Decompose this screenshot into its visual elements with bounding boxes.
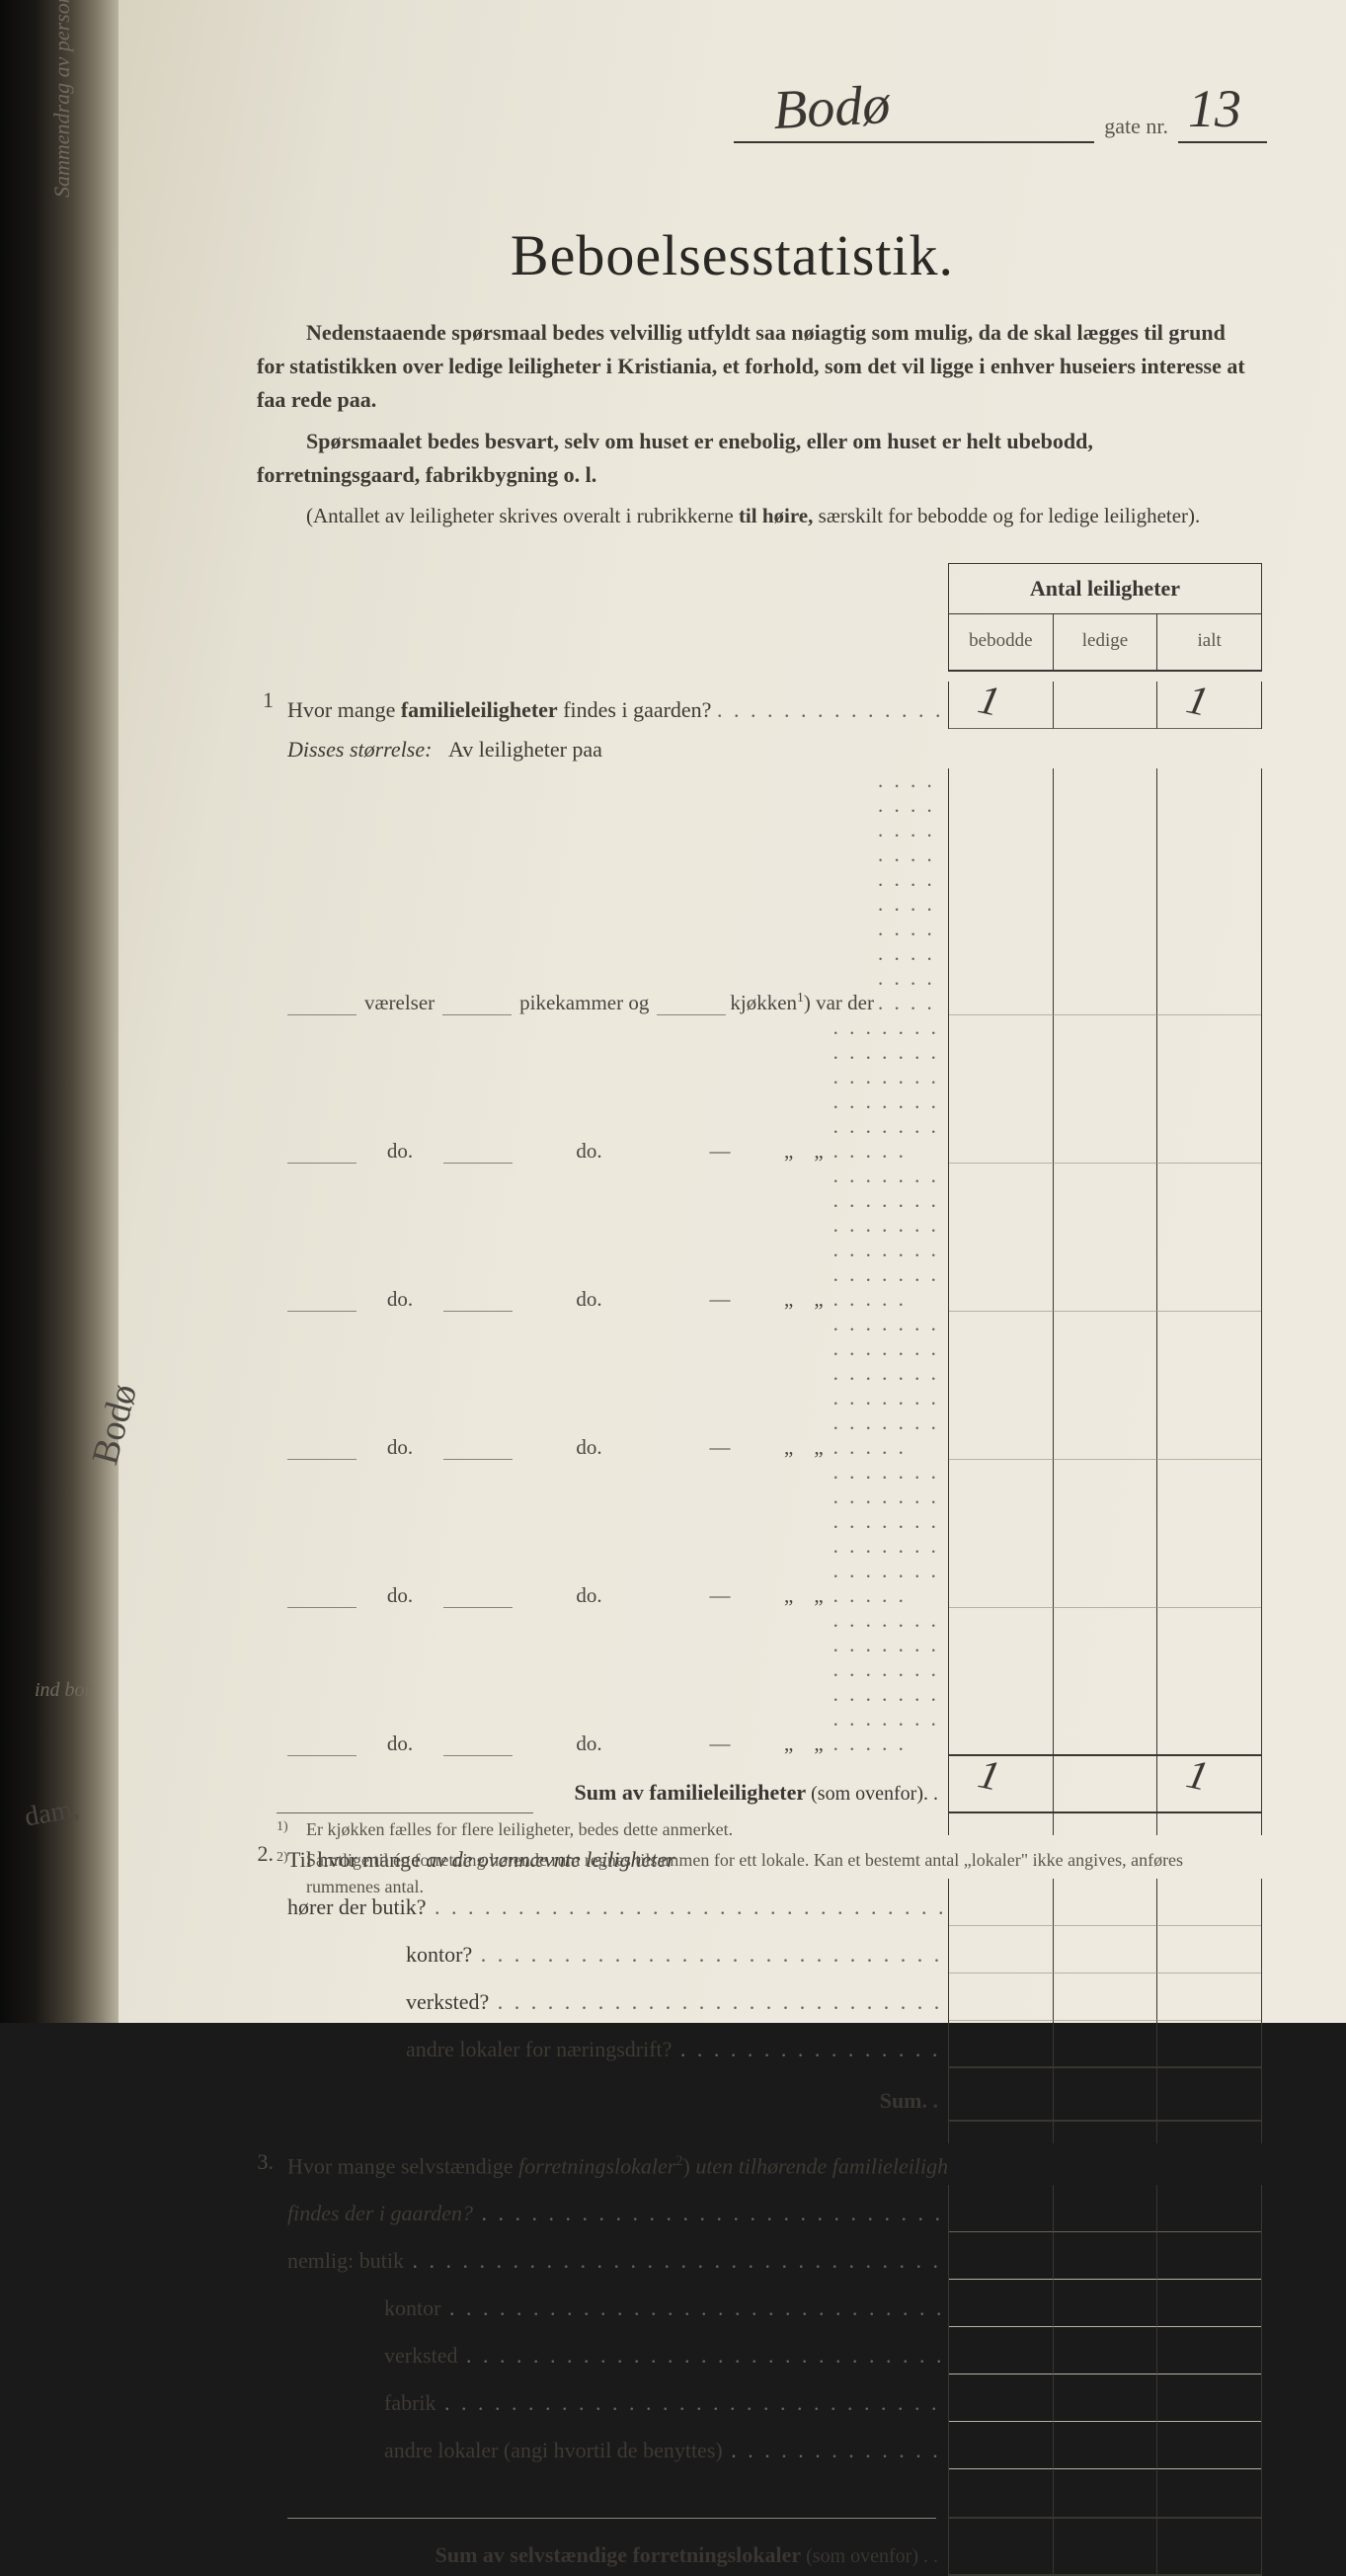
q1-do-row-4: do. do. — „ „ bbox=[252, 1460, 1262, 1608]
q3-nemlig-row: nemlig: butik bbox=[252, 2232, 1262, 2280]
footnote-2: 2) Samtlige til én forretning hørende ru… bbox=[277, 1847, 1247, 1900]
footnote-rule bbox=[277, 1812, 533, 1813]
q1-sum-ialt: 1 bbox=[1156, 1756, 1261, 1813]
gap-2 bbox=[252, 2122, 1262, 2143]
q1-sum-ledige bbox=[1053, 1756, 1157, 1813]
column-header-sub: bebodde ledige ialt bbox=[949, 614, 1261, 670]
page-title: Beboelsesstatistik. bbox=[119, 222, 1346, 288]
document-page: Sammendrag av personlisterne for huset n… bbox=[119, 0, 1346, 2023]
margin-print-fragment: ind bor bbox=[35, 1679, 92, 1702]
q2-verksted-row: verksted? bbox=[252, 1973, 1262, 2021]
q3-verksted-row: verksted bbox=[252, 2327, 1262, 2375]
q1-do-row-1: do. do. — „ „ bbox=[252, 1015, 1262, 1164]
intro-p1: Nedenstaaende spørsmaal bedes velvillig … bbox=[257, 316, 1247, 417]
q3-kontor-row: kontor bbox=[252, 2280, 1262, 2327]
intro-text: Nedenstaaende spørsmaal bedes velvillig … bbox=[257, 316, 1247, 540]
q3-row: 3. Hvor mange selvstændige forretningslo… bbox=[252, 2143, 1262, 2185]
q1-do-row-5: do. do. — „ „ bbox=[252, 1608, 1262, 1756]
table-body: 1 Hvor mange familieleiligheter findes i… bbox=[252, 682, 1262, 2576]
q3-sum-row: Sum av selvstændige forretningslokaler (… bbox=[252, 2519, 1262, 2576]
margin-vertical-text: Sammendrag av personlisterne for huset n… bbox=[49, 0, 75, 198]
q1-cell-ialt: 1 bbox=[1156, 682, 1261, 729]
book-binding-shadow bbox=[0, 0, 119, 2023]
q3-fabrik-row: fabrik bbox=[252, 2375, 1262, 2422]
q3-andre-row: andre lokaler (angi hvortil de benyttes) bbox=[252, 2422, 1262, 2469]
gate-nr-label: gate nr. bbox=[1104, 114, 1168, 143]
q1-sum-bebodde: 1 bbox=[949, 1756, 1053, 1813]
q3-findes-row: findes der i gaarden? bbox=[252, 2185, 1262, 2232]
q1-cell-bebodde: 1 bbox=[949, 682, 1053, 729]
q2-kontor-row: kontor? bbox=[252, 1926, 1262, 1973]
q2-andre-row: andre lokaler for næringsdrift? bbox=[252, 2021, 1262, 2068]
col-ledige: ledige bbox=[1053, 614, 1157, 670]
house-number-blank: 13 bbox=[1178, 84, 1267, 143]
col-ialt: ialt bbox=[1156, 614, 1261, 670]
q1-row: 1 Hvor mange familieleiligheter findes i… bbox=[252, 682, 1262, 729]
q3-label: Hvor mange selvstændige forretningslokal… bbox=[287, 2153, 948, 2185]
q1-size-header-row: værelser pikekammer og kjøkken1) var der bbox=[252, 768, 1262, 1015]
q1-sum-row: Sum av familieleiligheter (som ovenfor).… bbox=[252, 1756, 1262, 1813]
column-header: Antal leiligheter bebodde ledige ialt bbox=[948, 563, 1262, 672]
col-bebodde: bebodde bbox=[949, 614, 1053, 670]
intro-p3: (Antallet av leiligheter skrives overalt… bbox=[257, 500, 1247, 532]
q3-number: 3. bbox=[252, 2143, 287, 2175]
q1-label: Hvor mange familieleiligheter findes i g… bbox=[287, 697, 948, 729]
column-header-title: Antal leiligheter bbox=[949, 564, 1261, 614]
q1-do-row-3: do. do. — „ „ bbox=[252, 1312, 1262, 1460]
q1-cell-ledige bbox=[1053, 682, 1157, 729]
q3-blank-row bbox=[252, 2469, 1262, 2519]
q2-sum-row: Sum. . bbox=[252, 2068, 1262, 2122]
house-number-handwritten: 13 bbox=[1188, 78, 1241, 139]
intro-p2: Spørsmaalet bedes besvart, selv om huset… bbox=[257, 425, 1247, 492]
q1-number: 1 bbox=[252, 682, 287, 713]
street-name-handwritten: Bodø bbox=[771, 73, 891, 142]
street-name-blank: Bodø bbox=[734, 84, 1094, 143]
q1-do-row-2: do. do. — „ „ bbox=[252, 1164, 1262, 1312]
footnotes: 1) Er kjøkken fælles for flere leilighet… bbox=[277, 1816, 1247, 1904]
q1-disses-row: Disses størrelse: Av leiligheter paa bbox=[252, 729, 1262, 768]
header-address-line: Bodø gate nr. 13 bbox=[734, 84, 1267, 143]
footnote-1: 1) Er kjøkken fælles for flere leilighet… bbox=[277, 1816, 1247, 1843]
